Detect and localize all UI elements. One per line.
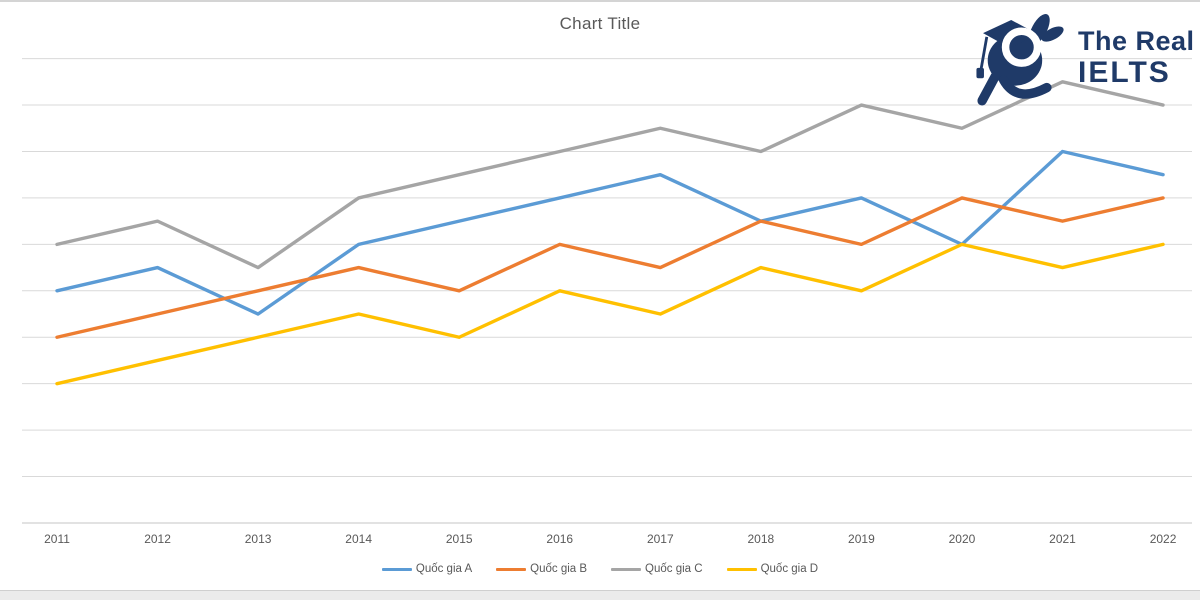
- legend-line-swatch: [381, 567, 412, 571]
- brand-name-line1: The Real: [1078, 26, 1195, 56]
- top-border: [0, 0, 1200, 2]
- brand-name-line2: IELTS: [1078, 56, 1171, 89]
- legend-line-swatch: [611, 567, 642, 571]
- legend-label: Quốc gia A: [415, 563, 473, 575]
- series-line-quốc-gia-c: [55, 80, 1165, 270]
- bottom-window-edge: [0, 590, 1200, 600]
- x-tick-label: 2017: [647, 532, 674, 546]
- bunny-mascot-icon: [976, 14, 1064, 106]
- x-tick-label: 2018: [747, 532, 774, 546]
- chart-legend: Quốc gia A Quốc gia B Quốc gia C Quốc gia D: [0, 563, 1200, 575]
- legend-line-swatch: [726, 567, 757, 571]
- legend-item-quốc-gia-d: Quốc gia D: [726, 563, 819, 575]
- x-tick-label: 2021: [1049, 532, 1076, 546]
- x-tick-label: 2020: [949, 532, 976, 546]
- legend-label: Quốc gia C: [645, 563, 703, 575]
- x-tick-label: 2014: [345, 532, 372, 546]
- series-line-quốc-gia-b: [55, 196, 1165, 339]
- line-chart: 2011 2012 2013 2014 2015 2016 2017 2018 2019 2020…: [22, 58, 1192, 546]
- chart-title: Chart Title: [559, 14, 641, 33]
- x-tick-label: 2015: [446, 532, 473, 546]
- legend-item-quốc-gia-a: Quốc gia A: [381, 563, 473, 575]
- x-tick-label: 2019: [848, 532, 875, 546]
- x-tick-label: 2011: [44, 532, 70, 546]
- legend-label: Quốc gia B: [530, 563, 588, 575]
- legend-item-quốc-gia-c: Quốc gia C: [611, 563, 703, 575]
- brand-text: The Real IELTS: [1078, 28, 1195, 88]
- legend-item-quốc-gia-b: Quốc gia B: [496, 563, 587, 575]
- legend-label: Quốc gia D: [760, 563, 819, 575]
- series-line-quốc-gia-d: [55, 242, 1165, 386]
- x-tick-label: 2013: [245, 532, 272, 546]
- x-tick-label: 2012: [144, 532, 171, 546]
- legend-line-swatch: [496, 567, 527, 571]
- series-line-quốc-gia-a: [55, 149, 1165, 316]
- x-tick-label: 2022: [1150, 532, 1177, 546]
- brand-logo: The Real IELTS: [968, 6, 1200, 112]
- x-tick-label: 2016: [546, 532, 573, 546]
